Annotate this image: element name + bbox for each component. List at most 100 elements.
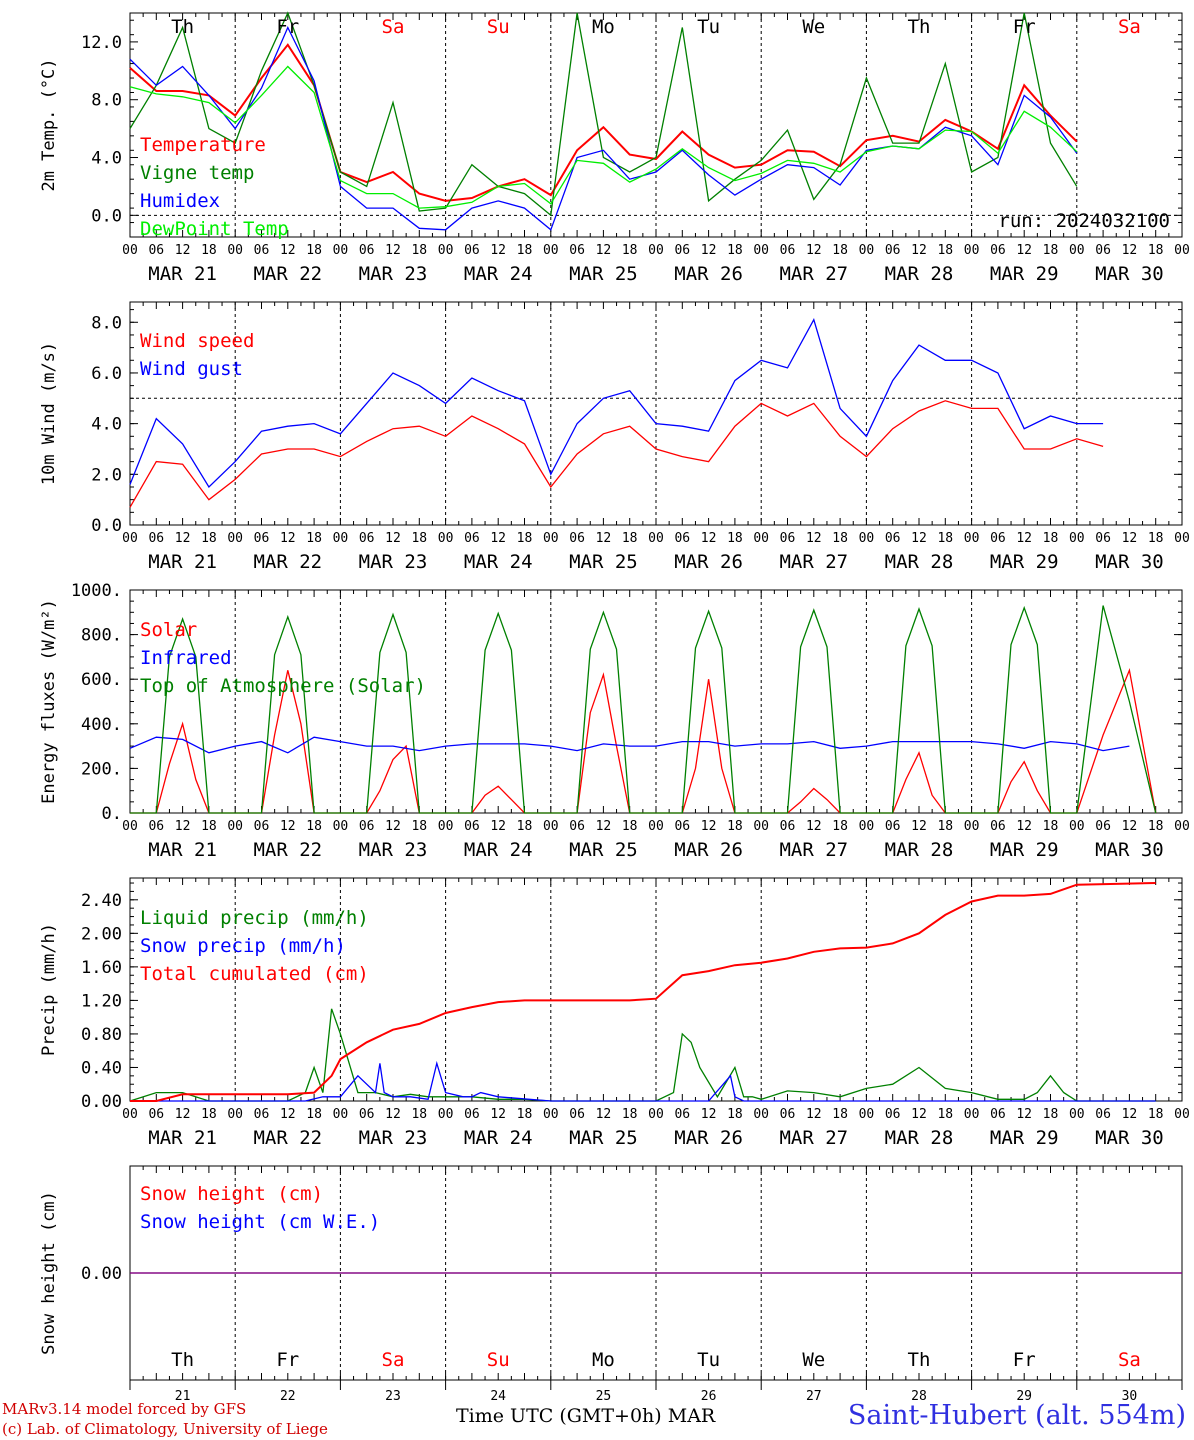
hour-tick-label: 06 (359, 243, 375, 258)
y-tick-label: 0.80 (81, 1025, 122, 1045)
y-tick-label: 0.00 (81, 1264, 122, 1284)
hour-tick-label: 00 (438, 243, 454, 258)
hour-tick-label: 00 (543, 819, 559, 834)
hour-tick-label: 06 (1095, 531, 1111, 546)
hour-tick-label: 12 (175, 531, 191, 546)
hour-tick-label: 00 (543, 243, 559, 258)
hour-tick-label: 18 (411, 1107, 427, 1122)
date-label: MAR 30 (1095, 263, 1164, 285)
weekday-label: Th (908, 16, 931, 38)
date-label: MAR 21 (148, 839, 217, 861)
y-tick-label: 2.40 (81, 891, 122, 911)
hour-tick-label: 06 (990, 819, 1006, 834)
hour-tick-label: 00 (122, 819, 138, 834)
hour-tick-label: 06 (359, 531, 375, 546)
legend-entry: DewPoint Temp (140, 218, 289, 240)
hour-tick-label: 00 (1174, 243, 1190, 258)
date-label: MAR 28 (885, 839, 954, 861)
weekday-label: Th (908, 1349, 931, 1371)
hour-tick-label: 18 (411, 531, 427, 546)
legend-entry: Top of Atmosphere (Solar) (140, 675, 426, 697)
legend-entry: Humidex (140, 190, 220, 212)
hour-tick-label: 06 (885, 531, 901, 546)
y-tick-label: 200. (81, 759, 122, 779)
hour-tick-label: 12 (1122, 1107, 1138, 1122)
y-tick-label: 0.0 (91, 516, 122, 536)
legend-entry: Liquid precip (mm/h) (140, 907, 369, 929)
series-line-vigne-temp (129, 11, 1078, 217)
date-label: MAR 21 (148, 263, 217, 285)
hour-tick-label: 06 (464, 819, 480, 834)
day-number-label: 25 (596, 1389, 612, 1404)
y-axis-label: Precip (mm/h) (39, 923, 59, 1056)
hour-tick-label: 00 (964, 819, 980, 834)
date-label: MAR 25 (569, 1127, 638, 1149)
hour-tick-label: 00 (648, 1107, 664, 1122)
hour-tick-label: 06 (464, 243, 480, 258)
hour-tick-label: 00 (438, 819, 454, 834)
weekday-label: Sa (1118, 16, 1141, 38)
hour-tick-label: 00 (1069, 819, 1085, 834)
hour-tick-label: 12 (1016, 531, 1032, 546)
hour-tick-label: 00 (1069, 243, 1085, 258)
date-label: MAR 23 (359, 263, 428, 285)
hour-tick-label: 18 (201, 819, 217, 834)
hour-tick-label: 18 (201, 531, 217, 546)
hour-tick-label: 00 (227, 531, 243, 546)
legend-entry: Infrared (140, 647, 232, 669)
hour-tick-label: 18 (306, 819, 322, 834)
hour-tick-label: 06 (885, 1107, 901, 1122)
hour-tick-label: 18 (622, 243, 638, 258)
hour-tick-label: 06 (885, 819, 901, 834)
y-tick-label: 12.0 (81, 33, 122, 53)
y-tick-label: 400. (81, 715, 122, 735)
weekday-label: Fr (276, 1349, 299, 1371)
hour-tick-label: 06 (885, 243, 901, 258)
hour-tick-label: 18 (727, 819, 743, 834)
hour-tick-label: 06 (148, 243, 164, 258)
hour-tick-label: 12 (701, 819, 717, 834)
hour-tick-label: 12 (701, 1107, 717, 1122)
hour-tick-label: 12 (806, 243, 822, 258)
hour-tick-label: 18 (517, 531, 533, 546)
hour-tick-label: 12 (806, 531, 822, 546)
hour-tick-label: 12 (911, 243, 927, 258)
panel-frame-3 (129, 589, 1183, 814)
hour-tick-label: 00 (753, 1107, 769, 1122)
hour-tick-label: 12 (806, 1107, 822, 1122)
series-line-total-cumulated-cm- (130, 882, 1156, 1102)
hour-tick-label: 06 (569, 1107, 585, 1122)
hour-tick-label: 00 (648, 531, 664, 546)
hour-tick-label: 06 (674, 243, 690, 258)
hour-tick-label: 18 (727, 1107, 743, 1122)
hour-tick-label: 00 (438, 1107, 454, 1122)
hour-tick-label: 12 (596, 1107, 612, 1122)
hour-tick-label: 00 (753, 243, 769, 258)
legend-entry: Vigne temp (140, 162, 254, 184)
hour-tick-label: 12 (385, 1107, 401, 1122)
hour-tick-label: 18 (832, 1107, 848, 1122)
hour-tick-label: 00 (753, 819, 769, 834)
hour-tick-label: 12 (280, 531, 296, 546)
weekday-label: Mo (592, 16, 615, 38)
hour-tick-label: 12 (175, 243, 191, 258)
hour-tick-label: 12 (701, 243, 717, 258)
hour-tick-label: 06 (1095, 243, 1111, 258)
weekday-label: Mo (592, 1349, 615, 1371)
hour-tick-label: 00 (122, 243, 138, 258)
date-label: MAR 29 (990, 1127, 1059, 1149)
hour-tick-label: 12 (385, 819, 401, 834)
date-label: MAR 29 (990, 839, 1059, 861)
hour-tick-label: 06 (359, 819, 375, 834)
date-label: MAR 30 (1095, 839, 1164, 861)
y-tick-label: 1000. (71, 581, 122, 601)
hour-tick-label: 18 (306, 1107, 322, 1122)
hour-tick-label: 12 (701, 531, 717, 546)
hour-tick-label: 12 (806, 819, 822, 834)
date-label: MAR 24 (464, 1127, 533, 1149)
y-axis-label: Energy fluxes (W/m²) (39, 599, 59, 804)
date-label: MAR 25 (569, 263, 638, 285)
hour-tick-label: 00 (333, 243, 349, 258)
y-tick-label: 2.00 (81, 924, 122, 944)
hour-tick-label: 00 (227, 243, 243, 258)
